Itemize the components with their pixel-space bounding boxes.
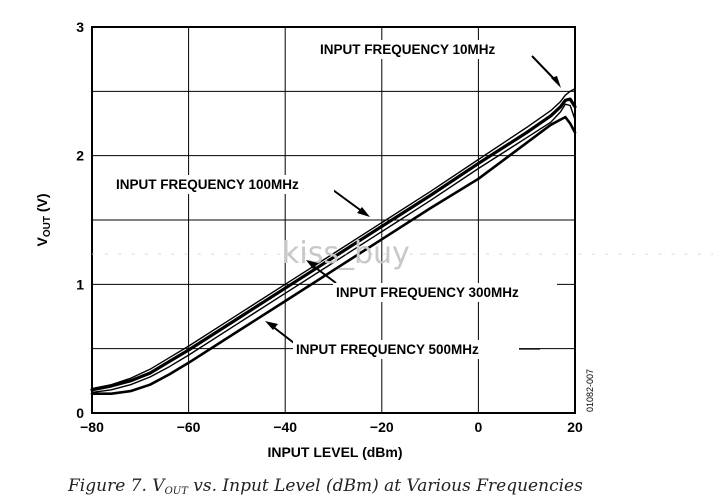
series-line-1 xyxy=(91,88,576,390)
annotation-arrowhead-10mhz xyxy=(551,76,561,88)
x-tick-label: −20 xyxy=(370,419,394,435)
caption-sub: OUT xyxy=(164,486,188,497)
watermark-dashes-right: - - - - - - - - - - - - - - - - - - - - … xyxy=(418,247,713,260)
chart: - - - - - - - - - - - - - - - - - - - - … xyxy=(34,19,713,460)
y-tick-label: 3 xyxy=(76,19,84,35)
annotation-arrowhead-300mhz xyxy=(306,260,318,269)
x-tick-label: −80 xyxy=(80,419,104,435)
x-tick-label: 20 xyxy=(567,419,583,435)
y-axis-label-main: V xyxy=(34,237,50,247)
plot-frame xyxy=(91,26,576,414)
y-tick-label: 2 xyxy=(76,148,84,164)
series-line-4 xyxy=(90,115,577,396)
annotation-10mhz: INPUT FREQUENCY 10MHz xyxy=(320,42,496,57)
annotation-leader-100mhz xyxy=(332,189,364,213)
y-tick-labels: 0 1 2 3 xyxy=(76,19,84,421)
annotation-arrowhead-100mhz xyxy=(357,207,370,217)
y-tick-label: 0 xyxy=(76,405,84,421)
y-axis-label-unit: (V) xyxy=(34,193,50,216)
figure-code: 01082-007 xyxy=(585,369,595,412)
x-tick-label: −40 xyxy=(273,419,297,435)
series-line-3 xyxy=(91,103,576,394)
watermark-text: kiss_buy xyxy=(282,236,410,271)
annotation-bg-10mhz xyxy=(317,40,531,59)
caption-prefix: Figure 7. V xyxy=(68,476,165,496)
caption-suffix: vs. Input Level (dBm) at Various Frequen… xyxy=(187,476,583,496)
annotation-leader-500mhz xyxy=(271,325,295,344)
grid xyxy=(92,27,575,413)
annotation-bg-100mhz xyxy=(113,175,334,194)
x-tick-label: −60 xyxy=(177,419,201,435)
y-axis-label: VOUT (V) xyxy=(34,193,53,246)
annotation-arrowhead-500mhz xyxy=(265,321,278,330)
x-tick-labels: −80 −60 −40 −20 0 20 xyxy=(80,419,583,435)
watermark-dashes-left: - - - - - - - - - - - - - - - - - - - - … xyxy=(90,247,468,260)
annotation-100mhz: INPUT FREQUENCY 100MHz xyxy=(116,177,299,192)
annotation-bg-500mhz xyxy=(293,340,519,359)
series-line-2 xyxy=(90,97,577,392)
figure-caption: Figure 7. VOUT vs. Input Level (dBm) at … xyxy=(68,476,583,497)
x-axis-label: INPUT LEVEL (dBm) xyxy=(267,444,402,460)
series-lines xyxy=(90,88,577,396)
y-tick-label: 1 xyxy=(76,276,84,292)
x-tick-label: 0 xyxy=(475,419,483,435)
annotation-500mhz: INPUT FREQUENCY 500MHz xyxy=(296,342,479,357)
y-axis-label-sub: OUT xyxy=(42,216,53,237)
annotation-bg-300mhz xyxy=(333,283,557,302)
annotations: INPUT FREQUENCY 10MHz INPUT FREQUENCY 10… xyxy=(113,40,561,359)
annotation-leader-300mhz xyxy=(311,264,337,284)
annotation-300mhz: INPUT FREQUENCY 300MHz xyxy=(336,285,519,300)
